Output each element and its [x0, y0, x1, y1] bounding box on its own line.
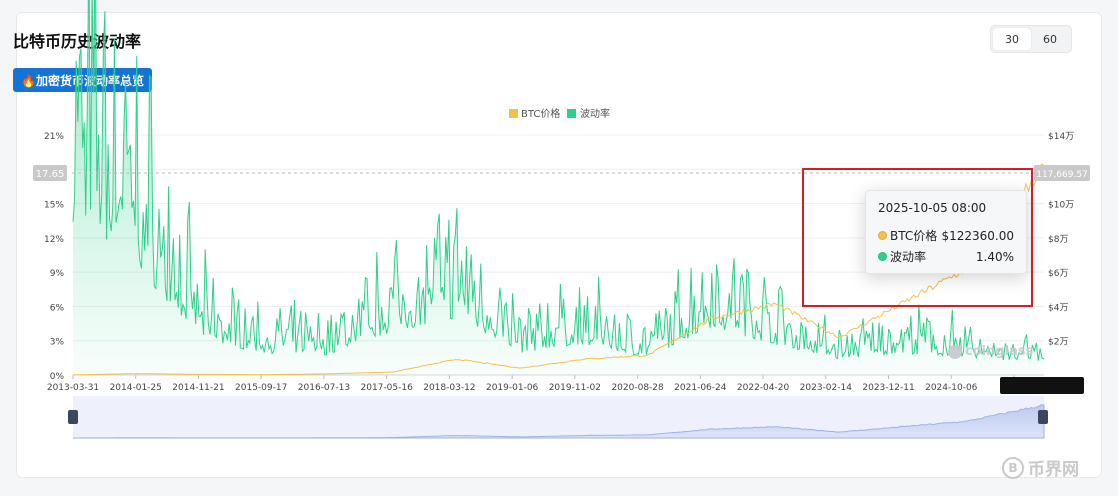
coin-logo-icon: B: [1002, 456, 1024, 479]
site-watermark-label: 币界网: [1028, 460, 1079, 480]
crosshair-right-badge: [1034, 165, 1090, 181]
tooltip-vol-name: 波动率: [890, 250, 927, 264]
period-30-button[interactable]: 30: [993, 28, 1031, 50]
tooltip-time: 2025-10-05 08:00: [878, 201, 987, 215]
legend-swatch-volatility: [567, 109, 576, 118]
x-tick-label: 2014-11-21: [172, 383, 224, 393]
tooltip-btc-value: $122360.00: [941, 228, 1014, 243]
x-tick-label: 2019-01-06: [486, 383, 539, 393]
coinglass-logo-icon: [948, 344, 962, 359]
x-tick-label: 2022-04-20: [737, 383, 790, 393]
crosshair-time-badge: [1000, 377, 1084, 394]
legend-btc-price[interactable]: BTC价格: [521, 107, 560, 120]
coinglass-watermark: coinglass: [948, 344, 1033, 359]
right-axis: $2万 $4万 $6万 $8万 $10万 $14万: [1048, 132, 1074, 348]
crosshair-left-label: 17.65: [36, 169, 65, 180]
x-tick-label: 2013-03-31: [47, 383, 99, 393]
tooltip-vol-value: 1.40%: [975, 249, 1014, 264]
right-tick-label: $8万: [1048, 235, 1068, 245]
btc-price-line: [73, 163, 1045, 376]
volatility-line: [72, 0, 1045, 361]
x-axis: 2013-03-31 2014-01-25 2014-11-21 2015-09-17…: [47, 374, 1083, 393]
volatility-overview-button[interactable]: 🔥加密货币波动率总览: [13, 68, 152, 92]
crosshair-left-badge: [33, 165, 67, 181]
left-tick-label: 3%: [50, 338, 65, 348]
x-tick-label: 2020-08-28: [611, 383, 664, 393]
x-tick-label: 2014-01-25: [110, 383, 162, 393]
zoom-navigator[interactable]: [68, 396, 1048, 439]
crosshair-right-label: 117,669.57: [1036, 170, 1088, 180]
navigator-left-handle[interactable]: [68, 410, 78, 424]
tooltip-row-btc: BTC价格 $122360.00: [878, 227, 1014, 244]
navigator-price-area: [73, 404, 1045, 439]
period-60-button[interactable]: 60: [1043, 32, 1057, 46]
x-tick-label: 2019-11-02: [549, 383, 601, 393]
period-toggle: 30 60: [990, 25, 1072, 53]
right-tick-label: $4万: [1048, 303, 1068, 313]
left-tick-label: 12%: [44, 235, 64, 245]
navigator-right-handle[interactable]: [1038, 410, 1048, 424]
x-tick-label: 2023-12-11: [862, 383, 914, 393]
left-tick-label: 0%: [50, 372, 65, 382]
tooltip-row-vol: 波动率 1.40%: [878, 248, 1014, 265]
tooltip-btc-dot: [878, 231, 887, 240]
x-tick-label: 2023-02-14: [800, 383, 853, 393]
x-tick-label: 2017-05-16: [361, 383, 414, 393]
right-tick-label: $10万: [1048, 201, 1074, 211]
coinglass-watermark-label: coinglass: [965, 344, 1034, 359]
site-watermark: B 币界网: [1002, 455, 1079, 480]
tooltip-btc-name: BTC价格: [890, 229, 938, 243]
overview-button-label: 🔥加密货币波动率总览: [21, 73, 144, 88]
right-tick-label: $14万: [1048, 132, 1074, 142]
left-tick-label: 9%: [50, 269, 65, 279]
tooltip-vol-dot: [878, 252, 887, 261]
page-title: 比特币历史波动率: [13, 32, 142, 51]
legend-volatility[interactable]: 波动率: [580, 107, 610, 120]
left-tick-label: 21%: [44, 132, 64, 142]
chart-tooltip: 2025-10-05 08:00 BTC价格 $122360.00 波动率 1.…: [865, 190, 1027, 274]
x-tick-label: 2016-07-13: [298, 383, 350, 393]
left-axis: 0% 3% 6% 9% 12% 15% 21%: [44, 132, 64, 382]
volatility-area: [73, 0, 1044, 375]
chart-legend: BTC价格 波动率: [509, 107, 610, 120]
right-tick-label: $2万: [1048, 338, 1068, 348]
left-tick-label: 6%: [50, 303, 65, 313]
x-tick-label: 2021-06-24: [674, 383, 727, 393]
right-tick-label: $6万: [1048, 269, 1068, 279]
legend-swatch-btc-price: [509, 109, 518, 118]
x-tick-label: 2015-09-17: [235, 383, 287, 393]
x-tick-label: 2024-10-06: [925, 383, 978, 393]
left-tick-label: 15%: [44, 201, 64, 211]
x-tick-label: 2018-03-12: [423, 383, 475, 393]
